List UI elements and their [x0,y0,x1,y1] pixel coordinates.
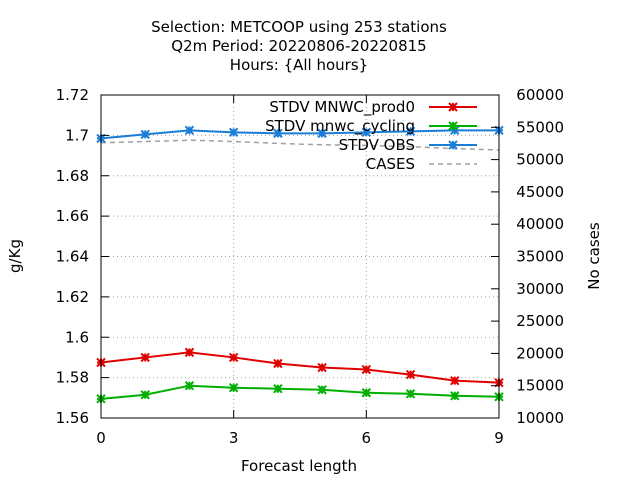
legend-label: STDV MNWC_prod0 [269,98,415,117]
data-point [448,102,458,112]
title-line-3: Hours: {All hours} [230,56,368,74]
data-point [184,347,195,358]
data-point [448,140,458,150]
x-tick-label: 9 [494,429,504,447]
x-tick-label: 6 [362,429,372,447]
y2-tick-label: 45000 [516,183,564,201]
y2-tick-label: 40000 [516,215,564,233]
data-point [228,352,239,363]
y2-tick-label: 55000 [516,118,564,136]
axis-ticks: 1.56 1.58 1.6 1.62 1.64 1.66 1.68 1.7 1.72 10000 1… [56,86,564,447]
y-tick-label: 1.62 [56,288,89,306]
data-point [317,362,327,373]
legend-label: CASES [366,155,415,173]
y-tick-label: 1.7 [65,126,89,144]
data-point [317,385,327,395]
data-point [448,121,458,131]
y-tick-label: 1.66 [56,207,89,225]
data-point [140,352,150,363]
series-line [100,139,500,151]
data-point [405,389,416,399]
data-point [273,358,283,369]
data-point [273,128,283,139]
data-point [361,127,372,138]
y2-tick-label: 30000 [516,280,564,298]
data-point [450,125,460,136]
legend-entry: STDV mnwc_cycling [265,117,477,136]
data-point [450,391,460,401]
y-tick-label: 1.6 [65,328,89,346]
y2-tick-label: 50000 [516,151,564,169]
title-line-2: Q2m Period: 20220806-20220815 [171,37,426,55]
data-point [228,127,239,138]
data-point [361,364,372,375]
series-line [100,129,499,140]
y-tick-label: 1.56 [56,409,89,427]
data-point [405,369,416,380]
data-point [317,128,327,139]
y2-tick-label: 25000 [516,312,564,330]
data-point [184,380,195,391]
data-point [140,129,150,140]
y-tick-label: 1.72 [56,86,89,104]
series-cases [100,139,500,151]
data-point [184,125,195,136]
legend-label: STDV mnwc_cycling [265,117,415,136]
series-line [100,384,500,400]
y2-tick-label: 35000 [516,248,564,266]
chart-title: Selection: METCOOP using 253 stations Q2… [151,18,447,74]
series-line [100,351,500,384]
legend-label: STDV OBS [339,136,415,154]
x-tick-label: 0 [96,429,106,447]
series-stdv-obs [96,125,504,144]
y-tick-label: 1.68 [56,167,89,185]
y-tick-label: 1.58 [56,369,89,387]
data-point [140,390,150,400]
data-point [228,383,239,393]
title-line-1: Selection: METCOOP using 253 stations [151,18,447,36]
y2-tick-label: 20000 [516,344,564,362]
y2-tick-label: 10000 [516,409,564,427]
series-stdv-mnwc-cycling [96,380,504,404]
legend-entry: STDV MNWC_prod0 [269,98,477,117]
legend-entry: CASES [366,155,477,173]
data-point [450,375,460,386]
x-tick-label: 3 [229,429,239,447]
y-tick-label: 1.64 [56,248,89,266]
y2-tick-label: 15000 [516,377,564,395]
y2-axis-label: No cases [585,222,603,290]
data-point [405,126,416,137]
y-axis-label: g/Kg [6,239,24,273]
x-axis-label: Forecast length [241,457,357,475]
data-point [361,388,372,398]
y2-tick-label: 60000 [516,86,564,104]
data-point [273,384,283,394]
legend-entry: STDV OBS [339,136,477,154]
series-layer [96,125,504,404]
series-stdv-mnwc-prod0 [96,347,504,388]
